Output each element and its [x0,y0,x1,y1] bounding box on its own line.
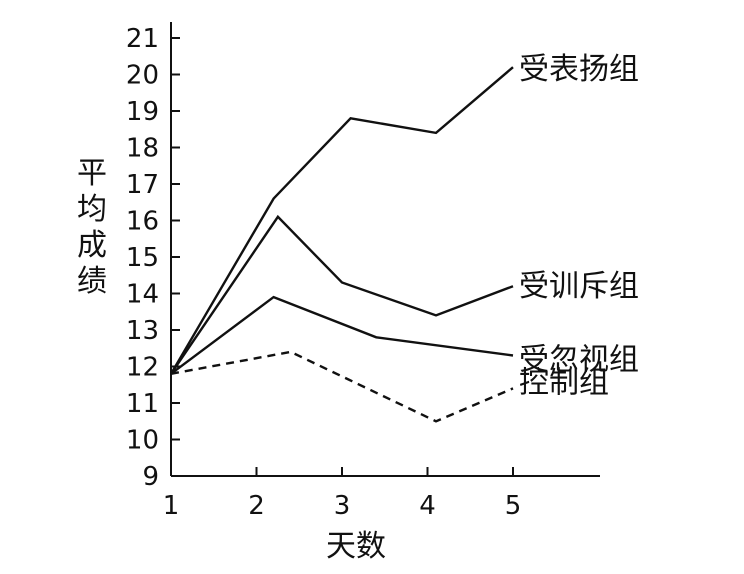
y-tick-label: 20 [126,61,159,91]
y-tick-label: 15 [126,243,159,273]
series-lines [169,66,514,423]
series-label-3: 受忽视组 [519,343,639,378]
x-tick-label: 4 [419,491,436,521]
y-tick-label: 17 [126,170,159,200]
y-tick-label: 11 [126,389,159,419]
series-line-2 [170,214,514,375]
x-axis-title: 天数 [326,529,386,564]
series-line-1 [169,66,514,375]
x-tick-label: 5 [505,491,522,521]
series-line-4 [170,350,514,423]
y-tick-label: 18 [126,134,159,164]
series-label-1: 受表扬组 [519,52,639,87]
x-tick-label: 3 [334,491,351,521]
x-tick-label: 2 [248,491,265,521]
y-tick-label: 12 [126,353,159,383]
y-tick-label: 10 [126,426,159,456]
series-label-2: 受训斥组 [519,269,639,304]
y-tick-label: 13 [126,316,159,346]
y-tick-label: 14 [126,280,159,310]
y-tick-label: 9 [142,462,159,492]
y-tick-label: 21 [126,24,159,54]
y-tick-label: 16 [126,207,159,237]
series-line-3 [170,295,514,375]
series-label-4: 控制组 [519,365,609,400]
y-tick-label: 19 [126,97,159,127]
x-tick-label: 1 [163,491,180,521]
y-axis-title: 平均成绩 [77,156,107,299]
